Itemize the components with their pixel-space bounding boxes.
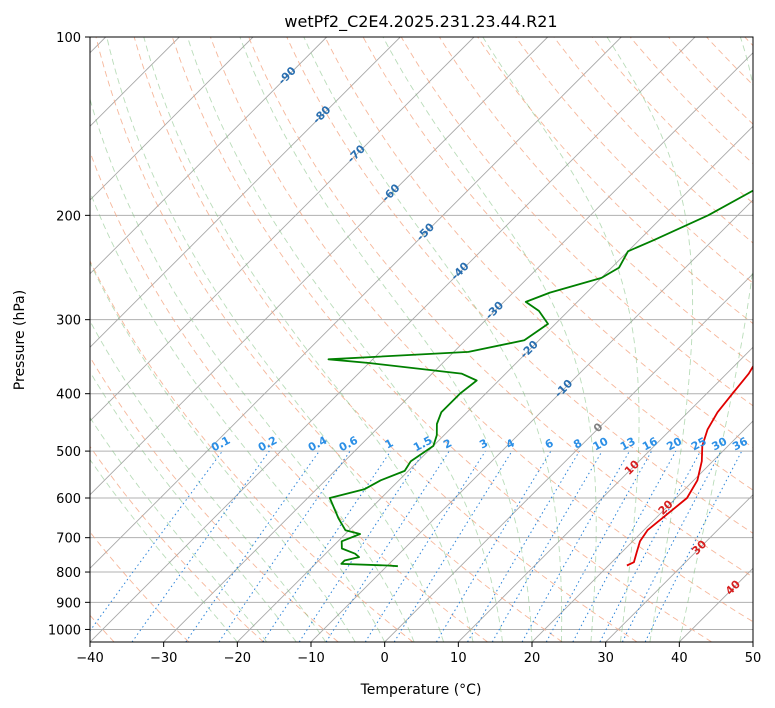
moist-adiabat--16: [90, 416, 268, 642]
mixing-ratio-line-1.5: [298, 450, 425, 642]
x-tick-label: 50: [745, 651, 762, 666]
y-axis-title: Pressure (hPa): [12, 290, 28, 390]
y-tick-label: 700: [56, 532, 81, 547]
moist-adiabat-12: [143, 37, 474, 642]
dry-adiabat--20: [90, 445, 264, 642]
dry-adiabat-30: [133, 37, 638, 642]
mixing-ratio-label: 30: [710, 435, 730, 454]
moist-adiabat-0: [90, 190, 386, 642]
x-tick-label: −30: [150, 651, 177, 666]
mixing-ratio-line-1: [262, 450, 392, 642]
x-axis-title: Temperature (°C): [360, 682, 482, 698]
x-tick-label: −40: [76, 651, 103, 666]
dry-adiabat-80: [324, 37, 753, 491]
series-line-1: [327, 189, 753, 568]
isotherm--70: [90, 37, 475, 422]
moist-adiabat-8: [106, 37, 445, 642]
x-tick-label: 30: [597, 651, 614, 666]
moist-adiabat--4: [90, 261, 356, 642]
mixing-ratio-label: 13: [618, 435, 638, 454]
y-tick-label: 1000: [48, 623, 81, 638]
dry-adiabat-120: [477, 37, 753, 325]
moist-adiabat-28: [382, 37, 597, 642]
dry-adiabat-90: [362, 37, 753, 449]
moist-adiabat-40: [678, 37, 753, 642]
y-tick-label: 900: [56, 596, 81, 611]
dry-adiabat-100: [400, 37, 753, 407]
isotherm--30: [163, 52, 753, 642]
mixing-ratio-line-2: [325, 450, 450, 642]
moist-adiabat-36: [606, 37, 694, 642]
isotherm-10: [457, 346, 753, 642]
chart-title: wetPf2_C2E4.2025.231.23.44.R21: [284, 12, 557, 32]
mixing-ratio-label: 36: [730, 435, 750, 454]
mixing-ratio-line-20: [572, 450, 677, 642]
isotherm-50: [752, 641, 753, 642]
isotherm-20: [531, 420, 753, 642]
series-line-0: [626, 364, 753, 567]
moist-adiabat--8: [90, 320, 327, 642]
y-tick-label: 100: [56, 31, 81, 46]
dry-adiabat-160: [629, 37, 753, 165]
mixing-ratio-line-0.6: [218, 450, 351, 642]
y-tick-label: 200: [56, 209, 81, 224]
y-axis: 1000 900 800 700 600 500 400 300 200 100: [48, 31, 90, 638]
x-tick-label: −10: [297, 651, 324, 666]
moist-adiabat-4: [90, 97, 415, 642]
y-tick-label: 600: [56, 492, 81, 507]
isotherm--90: [90, 37, 328, 275]
dry-adiabat-40: [171, 37, 712, 642]
moist-adiabat-16: [187, 37, 503, 642]
mixing-ratio-line-3: [364, 450, 486, 642]
dry-adiabat-150: [591, 37, 753, 204]
y-tick-label: 400: [56, 388, 81, 403]
x-tick-label: −20: [224, 651, 251, 666]
moist-adiabat-20: [239, 37, 533, 642]
y-tick-label: 300: [56, 314, 81, 329]
mixing-ratio-line-4: [393, 450, 513, 642]
mixing-ratio-label: 16: [640, 435, 660, 454]
x-tick-label: 0: [381, 651, 389, 666]
isotherm--20: [236, 125, 753, 642]
moist-adiabat--20: [90, 458, 238, 642]
isotherm--50: [90, 37, 622, 569]
isotherm-0: [384, 273, 753, 642]
dry-adiabat-50: [210, 37, 753, 623]
dry-adiabat-60: [248, 37, 753, 578]
y-tick-label: 500: [56, 445, 81, 460]
mixing-ratio-line-6: [435, 450, 552, 642]
plot-frame: [89, 36, 754, 643]
isotherm--60: [90, 37, 549, 496]
x-tick-label: 40: [671, 651, 688, 666]
series-layer: [327, 189, 753, 568]
plot-background: [90, 37, 753, 642]
moist-adiabat-24: [303, 37, 563, 642]
x-tick-label: 10: [450, 651, 467, 666]
dry-adiabat-0: [90, 259, 414, 642]
moist-adiabat-32: [482, 37, 640, 642]
mixing-ratio-line-0.4: [185, 450, 320, 642]
isotherm-30: [605, 494, 753, 642]
moist-adiabat--12: [90, 371, 297, 642]
x-axis: −40 −30 −20 −10 0 10 20 30 40 50: [76, 642, 761, 666]
isotherm--100: [90, 37, 254, 201]
y-tick-label: 800: [56, 566, 81, 581]
mixing-ratio-label: 10: [591, 435, 611, 454]
isotherm--40: [90, 37, 696, 642]
grid-layer: [90, 37, 753, 642]
mixing-ratio-label: 25: [689, 435, 709, 454]
isotherm--80: [90, 37, 401, 348]
mixing-ratio-line-8: [467, 450, 580, 642]
mixing-ratio-label: 20: [664, 435, 684, 454]
dry-adiabat-130: [515, 37, 753, 284]
dry-adiabat-20: [95, 37, 563, 642]
x-tick-label: 20: [524, 651, 541, 666]
mixing-ratio-line-25: [599, 450, 701, 642]
